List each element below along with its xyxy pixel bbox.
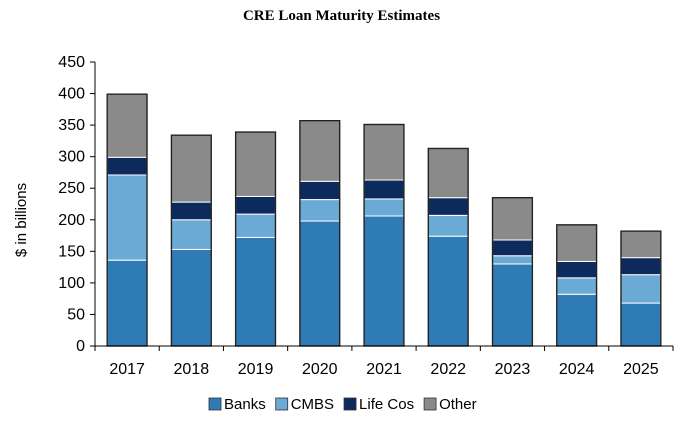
chart-title: CRE Loan Maturity Estimates <box>242 8 441 24</box>
x-tick-label: 2019 <box>238 361 274 378</box>
x-tick-label: 2025 <box>623 361 659 378</box>
legend-swatch <box>423 397 437 411</box>
bar-segment-cmbs <box>106 174 148 261</box>
bar-segment-cmbs <box>556 277 598 295</box>
bar-segment-life-cos <box>106 156 148 176</box>
y-tick-label: 400 <box>58 86 85 103</box>
bar-segment-life-cos <box>556 260 598 279</box>
x-tick-label: 2023 <box>495 361 531 378</box>
legend-swatch <box>275 397 289 411</box>
y-tick-label: 150 <box>58 243 85 260</box>
bar-segment-banks <box>492 263 533 347</box>
y-tick-label: 350 <box>58 117 85 134</box>
bar-segment-cmbs <box>363 198 405 217</box>
legend-label: CMBS <box>291 396 334 413</box>
y-tick-label: 250 <box>58 180 85 197</box>
bar-segment-banks <box>299 220 341 347</box>
y-tick-label: 300 <box>58 149 85 166</box>
bar-segment-cmbs <box>492 255 533 265</box>
bar-segment-life-cos <box>170 201 212 221</box>
bar-segment-banks <box>106 259 148 347</box>
bar-segment-banks <box>235 236 276 347</box>
x-tick-label: 2021 <box>366 361 402 378</box>
bar-segment-life-cos <box>492 239 533 257</box>
legend-swatch <box>208 397 222 411</box>
bar-segment-other <box>363 123 405 181</box>
bar-segment-other <box>620 230 662 259</box>
bar-segment-other <box>170 134 212 203</box>
bar-segment-other <box>492 197 533 241</box>
legend-swatch <box>343 397 357 411</box>
x-tick-label: 2018 <box>174 361 210 378</box>
bar-segment-life-cos <box>299 180 341 201</box>
legend: Banks CMBS Life Cos Other <box>208 396 477 413</box>
legend-label: Other <box>439 396 477 413</box>
bar-segment-banks <box>363 215 405 347</box>
y-tick-label: 0 <box>76 338 85 355</box>
bar-segment-cmbs <box>427 214 469 237</box>
y-tick-label: 100 <box>58 275 85 292</box>
bar-segment-cmbs <box>299 199 341 222</box>
bar-segment-other <box>235 131 276 197</box>
bar-segment-cmbs <box>620 274 662 304</box>
y-axis: 0 50 100 150 200 250 300 350 400 450 <box>58 54 96 355</box>
bar-segment-banks <box>427 235 469 347</box>
bar-segment-life-cos <box>363 179 405 200</box>
bar-segment-other <box>427 147 469 199</box>
bar-segment-other <box>299 120 341 182</box>
x-tick-label: 2024 <box>559 361 595 378</box>
x-axis: 2017 2018 2019 2020 2021 2022 2023 2024 2025 <box>94 345 674 378</box>
y-tick-label: 450 <box>58 54 85 71</box>
x-tick-label: 2022 <box>430 361 466 378</box>
bar-segment-banks <box>170 248 212 347</box>
y-tick-label: 50 <box>67 306 85 323</box>
bar-segment-life-cos <box>427 197 469 216</box>
bar-segment-life-cos <box>235 195 276 215</box>
bar-segment-cmbs <box>170 219 212 250</box>
bars-group <box>106 93 662 347</box>
bar-segment-banks <box>556 293 598 347</box>
y-tick-label: 200 <box>58 212 85 229</box>
bar-segment-cmbs <box>235 213 276 238</box>
bar-segment-life-cos <box>620 257 662 276</box>
y-axis-label: $ in billions <box>13 183 30 257</box>
legend-label: Banks <box>224 396 266 413</box>
bar-segment-other <box>556 224 598 262</box>
bar-segment-other <box>106 93 148 158</box>
x-tick-label: 2020 <box>302 361 338 378</box>
x-tick-label: 2017 <box>109 361 145 378</box>
legend-label: Life Cos <box>359 396 414 413</box>
bar-segment-banks <box>620 302 662 347</box>
